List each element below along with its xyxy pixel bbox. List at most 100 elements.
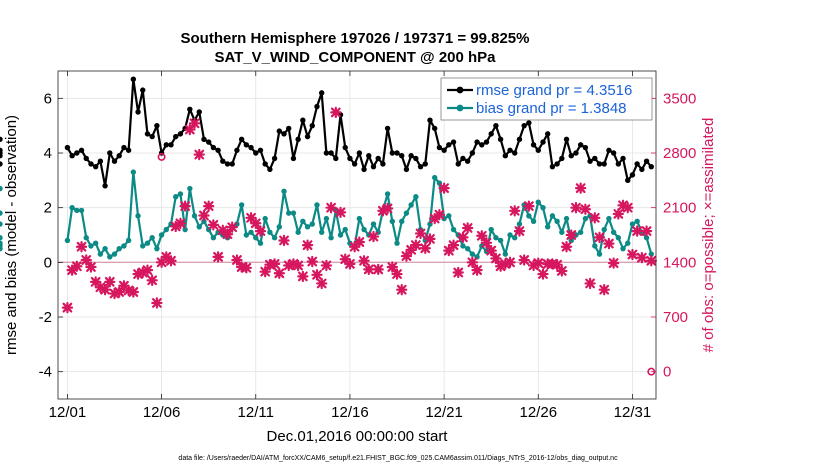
bias-point [125,237,132,244]
rmse-point [78,147,85,153]
rmse-point [0,136,3,143]
bias-point [502,251,509,257]
rmse-point [516,136,523,143]
rmse-point [262,161,268,167]
rmse-point [290,155,297,162]
obs-assimilated-point [358,255,370,267]
rmse-point [375,155,381,162]
rmse-point [399,153,405,159]
left-y-tick-label: 0 [44,254,52,271]
rmse-point [210,144,217,151]
rmse-point [488,131,494,137]
rmse-point [238,136,245,143]
rmse-point [215,147,221,153]
bias-point [276,224,283,230]
bias-point [620,245,626,252]
obs-assimilated-point [254,225,267,237]
rmse-point [559,155,565,162]
bias-point [158,232,165,238]
obs-assimilated-point [137,266,149,279]
right-y-tick-label: 1400 [663,254,696,271]
bias-point [149,235,155,241]
bias-point [342,226,348,233]
rmse-point [625,177,631,184]
rmse-point [234,147,240,153]
bias-point [526,213,532,219]
obs-assimilated-point [259,266,271,278]
rmse-point [271,155,278,162]
legend-bias-marker [456,104,464,112]
left-y-tick-labels: -4 -2 0 2 4 6 [39,90,52,380]
obs-assimilated-point [386,261,398,273]
rmse-point [545,131,551,137]
obs-assimilated-point [348,241,361,253]
bias-point [493,235,499,241]
rmse-point [333,155,339,162]
obs-assimilated-point [560,241,573,253]
bias-point [295,229,301,235]
rmse-point [441,147,447,153]
bias-point [601,226,607,233]
bias-point [196,224,202,230]
right-y-tick-label: 3500 [663,90,696,107]
bias-point [535,199,541,205]
obs-assimilated-point [283,259,295,272]
obs-assimilated-point [433,209,446,221]
x-axis-label: Dec.01,2016 00:00:00 start [267,428,449,445]
bias-point [243,232,250,238]
bias-point [92,240,99,246]
bias-point [271,235,278,241]
rmse-point [135,109,141,115]
right-y-axis-label: # of obs: o=possible; ×=assimilated [700,118,717,353]
data-file-footnote: data file: /Users/raeder/DAI/ATM_forcXX/… [178,455,618,462]
bias-point [337,232,344,238]
obs-assimilated-point [424,233,436,245]
rmse-point [474,139,480,145]
obs-assimilated-point [99,284,111,296]
bias-point [394,240,400,246]
bias-point [290,210,297,216]
x-tick-label: 12/31 [614,404,652,421]
bias-point [615,235,622,241]
chart-title: Southern Hemisphere 197026 / 197371 = 99… [181,30,530,47]
rmse-point [253,150,259,156]
obs-assimilated-point [443,244,455,257]
bias-point [460,243,466,249]
obs-assimilated-point [94,281,107,293]
bias-point [0,210,3,216]
rmse-point [92,163,99,170]
obs-assimilated-point [80,254,92,266]
bias-point [356,215,363,222]
bias-point [648,251,654,257]
obs-assimilated-point [61,301,74,314]
right-y-tick-label: 0 [663,364,671,381]
rmse-point [347,155,353,162]
x-tick-label: 12/21 [425,404,463,421]
bias-point [238,202,245,208]
obs-assimilated-point [593,231,606,244]
rmse-point [549,163,556,170]
rmse-point [102,183,108,189]
right-y-tick-label: 2100 [663,200,696,217]
rmse-point [229,161,235,167]
bias-point [577,229,584,235]
obs-assimilated-point [250,217,262,229]
bias-point [488,226,494,233]
rmse-point [281,131,287,137]
rmse-point [309,122,315,129]
right-y-tick-label: 2800 [663,145,696,162]
bias-point [446,213,452,219]
obs-assimilated-point [71,260,83,272]
rmse-point [168,142,174,148]
bias-point [130,169,137,175]
bias-point [163,226,169,233]
rmse-point [634,161,640,167]
bias-point [582,215,589,222]
obs-assimilated-point [268,258,281,270]
obs-assimilated-point [155,256,168,268]
rmse-point [187,106,193,112]
rmse-point [384,125,391,132]
bias-point [606,215,612,222]
obs-assimilated-point [170,220,182,233]
